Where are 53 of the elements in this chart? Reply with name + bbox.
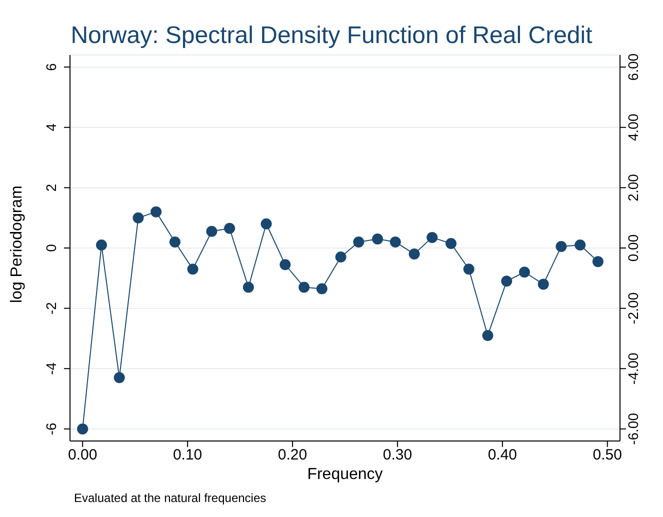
x-tick-label: 0.20 — [278, 446, 308, 464]
text: Evaluated at the natural frequencies — [74, 491, 266, 505]
point — [482, 330, 494, 341]
y2-tick-label: 6.00 — [625, 53, 641, 81]
x-tick-label: 0.10 — [172, 446, 202, 464]
y-tick-label: -6 — [43, 422, 59, 436]
point — [408, 248, 420, 260]
point — [353, 236, 364, 248]
point — [114, 372, 125, 384]
y-axis-title: log Periodogram — [8, 186, 26, 303]
point — [335, 252, 346, 263]
y-tick-label: 4 — [43, 123, 59, 132]
y2-tick-label: 0.00 — [625, 234, 641, 262]
point — [132, 212, 144, 224]
y2-tick-label: -4.00 — [625, 352, 641, 385]
point — [538, 278, 549, 290]
y2-tick-label: -2.00 — [625, 292, 641, 324]
point — [280, 259, 291, 270]
x-tick-label: 0.40 — [488, 446, 518, 464]
y-tick-label: -2 — [43, 302, 59, 315]
point — [150, 206, 162, 218]
point — [463, 264, 474, 275]
x-tick-label: 0.00 — [68, 446, 98, 464]
point — [224, 222, 236, 234]
x-axis-title: Frequency — [307, 466, 383, 483]
point — [446, 238, 457, 249]
point — [574, 239, 586, 250]
point — [592, 256, 604, 268]
chart-title: Norway: Spectral Density Function of Real Credit — [70, 22, 594, 50]
point — [372, 233, 384, 244]
point — [187, 264, 198, 275]
y-tick-label: -4 — [43, 362, 59, 375]
y2-tick-label: 4.00 — [625, 114, 641, 141]
point — [298, 282, 310, 293]
point — [316, 283, 328, 294]
point — [556, 240, 567, 252]
y2-tick-label: 2.00 — [625, 174, 641, 202]
point — [242, 282, 254, 293]
point — [206, 226, 218, 237]
point — [169, 236, 180, 248]
y-tick-label: 6 — [43, 62, 59, 71]
point — [518, 266, 530, 278]
point — [260, 218, 272, 230]
point — [96, 239, 107, 250]
x-tick-label: 0.30 — [382, 446, 412, 464]
x-tick-label: 0.50 — [592, 446, 622, 464]
point — [77, 423, 88, 434]
y2-tick-label: -6.00 — [625, 412, 641, 445]
point — [501, 276, 512, 287]
y-tick-label: 0 — [43, 244, 59, 252]
point — [426, 232, 438, 243]
point — [390, 236, 401, 248]
y-tick-label: 2 — [43, 184, 59, 192]
